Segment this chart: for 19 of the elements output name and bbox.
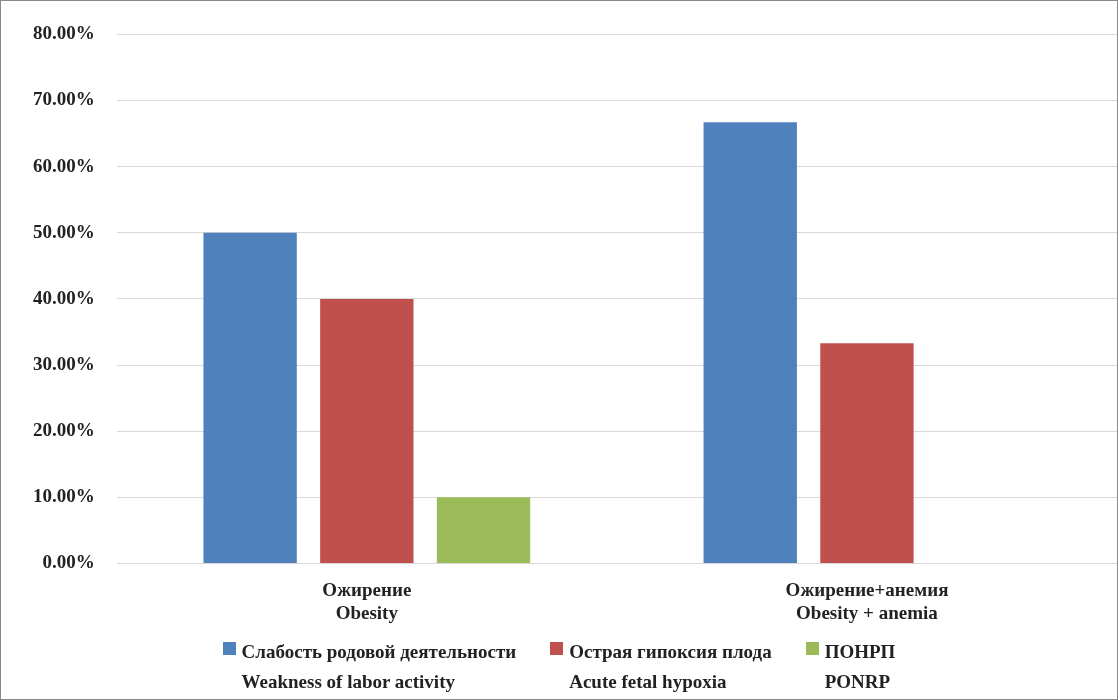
bar — [436, 497, 531, 563]
y-tick-label: 20.00% — [33, 419, 95, 441]
y-tick-label: 10.00% — [33, 485, 95, 507]
y-tick-label: 30.00% — [33, 352, 95, 374]
bar — [703, 122, 797, 563]
bar — [203, 232, 297, 563]
y-tick-label: 80.00% — [33, 22, 95, 44]
legend-label: Слабость родовой деятельности Weakness of labor activity — [241, 640, 517, 694]
y-tick-label: 70.00% — [33, 88, 95, 110]
bar — [820, 343, 914, 563]
x-tick-label: Ожирение+анемия Obesity + anemia — [785, 578, 949, 623]
y-tick-label: 60.00% — [33, 154, 95, 176]
y-tick-label: 50.00% — [33, 220, 95, 242]
legend-label: ПОНРП PONRP — [824, 640, 896, 694]
legend-label: Острая гипоксия плода Acute fetal hypoxia — [569, 640, 772, 694]
y-tick-label: 0.00% — [42, 551, 95, 573]
x-tick-label: Ожирение Obesity — [322, 578, 412, 623]
y-tick-label: 40.00% — [33, 286, 95, 308]
bar — [320, 298, 414, 563]
